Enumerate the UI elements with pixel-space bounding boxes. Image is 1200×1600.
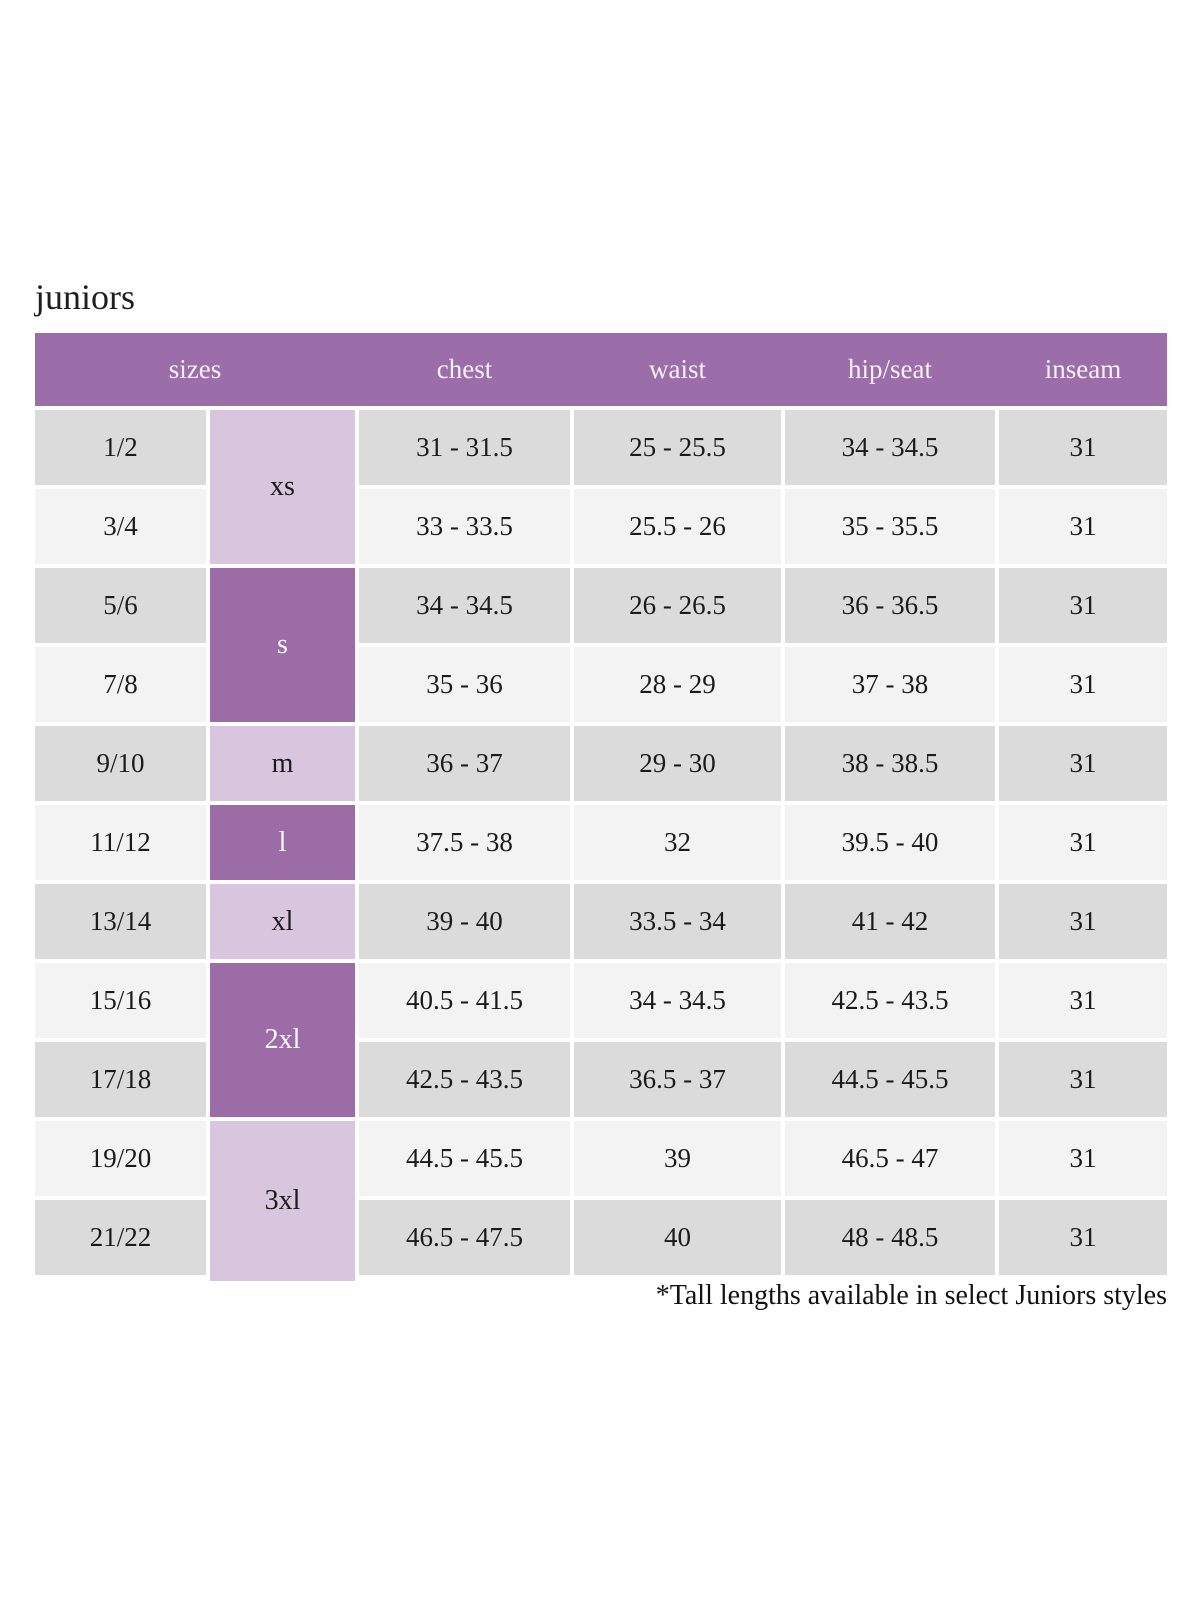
hip-seat-cell: 41 - 42 [785, 884, 995, 959]
tall-lengths-footnote: *Tall lengths available in select Junior… [655, 1280, 1167, 1311]
size-cell: 21/22 [35, 1200, 206, 1275]
size-chart-header-row: sizes chest waist hip/seat inseam [35, 333, 1167, 406]
juniors-size-chart: sizes chest waist hip/seat inseam 1/2 31 … [35, 333, 1167, 1281]
inseam-cell: 31 [999, 1121, 1167, 1196]
chest-cell: 44.5 - 45.5 [359, 1121, 570, 1196]
hip-seat-cell: 34 - 34.5 [785, 410, 995, 485]
size-cell: 9/10 [35, 726, 206, 801]
chest-cell: 36 - 37 [359, 726, 570, 801]
inseam-cell: 31 [999, 805, 1167, 880]
inseam-cell: 31 [999, 647, 1167, 722]
size-group-cell-m: m [210, 726, 355, 801]
inseam-cell: 31 [999, 1042, 1167, 1117]
hip-seat-cell: 46.5 - 47 [785, 1121, 995, 1196]
size-chart-body: 1/2 31 - 31.5 25 - 25.5 34 - 34.5 31 3/4 33 - … [35, 410, 1167, 1281]
hip-seat-cell: 42.5 - 43.5 [785, 963, 995, 1038]
waist-cell: 39 [574, 1121, 781, 1196]
chest-cell: 40.5 - 41.5 [359, 963, 570, 1038]
waist-cell: 32 [574, 805, 781, 880]
size-cell: 1/2 [35, 410, 206, 485]
column-header-waist: waist [649, 354, 706, 384]
chest-cell: 39 - 40 [359, 884, 570, 959]
size-group-cell-3xl: 3xl [210, 1121, 355, 1281]
waist-cell: 25 - 25.5 [574, 410, 781, 485]
hip-seat-cell: 35 - 35.5 [785, 489, 995, 564]
column-header-chest: chest [436, 354, 493, 384]
chest-cell: 33 - 33.5 [359, 489, 570, 564]
size-group-cell-xl: xl [210, 884, 355, 959]
size-cell: 5/6 [35, 568, 206, 643]
waist-cell: 33.5 - 34 [574, 884, 781, 959]
size-group-cell-xs: xs [210, 410, 355, 564]
inseam-cell: 31 [999, 726, 1167, 801]
hip-seat-cell: 48 - 48.5 [785, 1200, 995, 1275]
waist-cell: 40 [574, 1200, 781, 1275]
size-cell: 15/16 [35, 963, 206, 1038]
column-header-sizes: sizes [168, 354, 222, 384]
hip-seat-cell: 38 - 38.5 [785, 726, 995, 801]
waist-cell: 26 - 26.5 [574, 568, 781, 643]
inseam-cell: 31 [999, 568, 1167, 643]
chest-cell: 46.5 - 47.5 [359, 1200, 570, 1275]
waist-cell: 28 - 29 [574, 647, 781, 722]
column-header-inseam: inseam [1044, 354, 1122, 384]
hip-seat-cell: 36 - 36.5 [785, 568, 995, 643]
waist-cell: 25.5 - 26 [574, 489, 781, 564]
inseam-cell: 31 [999, 963, 1167, 1038]
size-group-cell-s: s [210, 568, 355, 722]
inseam-cell: 31 [999, 884, 1167, 959]
chest-cell: 35 - 36 [359, 647, 570, 722]
size-cell: 13/14 [35, 884, 206, 959]
waist-cell: 36.5 - 37 [574, 1042, 781, 1117]
size-group-cell-2xl: 2xl [210, 963, 355, 1117]
waist-cell: 34 - 34.5 [574, 963, 781, 1038]
waist-cell: 29 - 30 [574, 726, 781, 801]
size-cell: 19/20 [35, 1121, 206, 1196]
inseam-cell: 31 [999, 489, 1167, 564]
size-cell: 7/8 [35, 647, 206, 722]
inseam-cell: 31 [999, 1200, 1167, 1275]
hip-seat-cell: 39.5 - 40 [785, 805, 995, 880]
chest-cell: 34 - 34.5 [359, 568, 570, 643]
chest-cell: 31 - 31.5 [359, 410, 570, 485]
size-group-cell-l: l [210, 805, 355, 880]
hip-seat-cell: 44.5 - 45.5 [785, 1042, 995, 1117]
size-cell: 3/4 [35, 489, 206, 564]
page-title: juniors [35, 277, 136, 317]
column-header-hip-seat: hip/seat [848, 354, 932, 384]
size-cell: 17/18 [35, 1042, 206, 1117]
chest-cell: 37.5 - 38 [359, 805, 570, 880]
size-cell: 11/12 [35, 805, 206, 880]
hip-seat-cell: 37 - 38 [785, 647, 995, 722]
chest-cell: 42.5 - 43.5 [359, 1042, 570, 1117]
inseam-cell: 31 [999, 410, 1167, 485]
